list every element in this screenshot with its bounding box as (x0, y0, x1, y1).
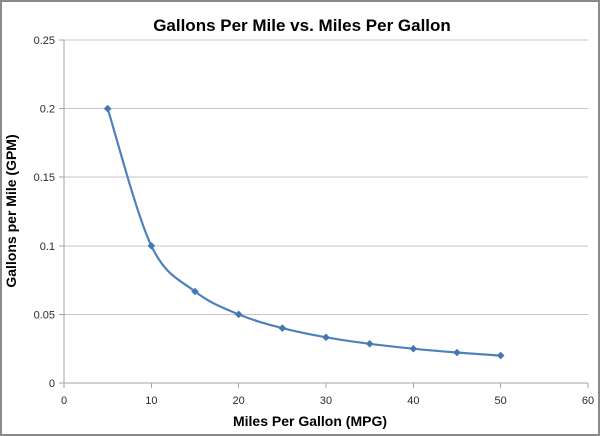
y-tick-label: 0 (49, 378, 55, 390)
x-tick-label: 60 (582, 395, 594, 407)
x-tick-label: 50 (495, 395, 507, 407)
data-point-marker (496, 351, 505, 360)
data-point-marker (365, 339, 374, 348)
data-point-marker (453, 348, 461, 357)
chart-title: Gallons Per Mile vs. Miles Per Gallon (153, 16, 451, 35)
x-axis-title: Miles Per Gallon (MPG) (233, 413, 387, 429)
y-axis-title: Gallons per Mile (GPM) (3, 134, 19, 287)
x-tick-label: 10 (145, 395, 157, 407)
plot-area: 0 0.05 0.1 0.15 0.2 0.25 0 10 20 30 40 50 60 (34, 35, 595, 407)
x-tick-label: 30 (320, 395, 332, 407)
data-point-marker (191, 287, 199, 296)
data-point-marker (409, 344, 418, 353)
data-point-marker (278, 324, 287, 333)
data-point-marker (322, 333, 330, 342)
y-tick-label: 0.05 (34, 309, 55, 321)
data-point-marker (147, 241, 156, 250)
x-tick-label: 40 (407, 395, 419, 407)
x-tick-label: 20 (233, 395, 245, 407)
series-line (106, 107, 502, 357)
y-tick-label: 0.15 (34, 172, 55, 184)
y-tick-label: 0.25 (34, 35, 55, 47)
y-tick-label: 0.2 (40, 104, 55, 116)
x-tick-label: 0 (61, 395, 67, 407)
data-point-marker (234, 310, 243, 319)
data-point-marker (103, 104, 112, 113)
y-tick-label: 0.1 (40, 241, 55, 253)
